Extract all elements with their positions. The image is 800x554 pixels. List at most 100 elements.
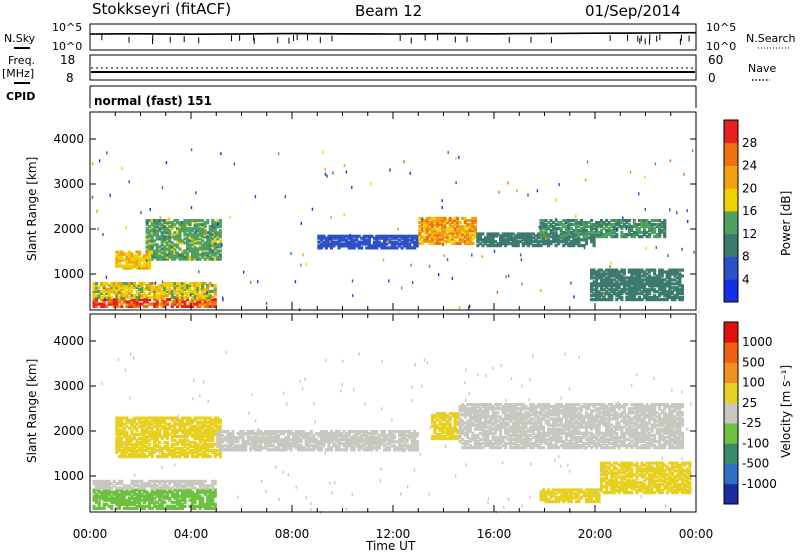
heatmap-cell [377, 434, 381, 438]
heatmap-cell [635, 225, 639, 229]
heatmap-cell [196, 436, 200, 440]
heatmap-cell [577, 225, 581, 229]
heatmap-cell [425, 235, 429, 239]
heatmap-cell [393, 234, 397, 238]
heatmap-cell [511, 409, 515, 413]
heatmap-cell [208, 484, 212, 488]
heatmap-cell [135, 264, 139, 268]
heatmap-cell [127, 285, 131, 290]
heatmap-cell [218, 235, 222, 239]
heatmap-cell [637, 268, 641, 272]
heatmap-cell [132, 488, 136, 492]
heatmap-speckle [438, 273, 440, 277]
heatmap-cell [630, 272, 634, 276]
heatmap-cell [312, 434, 316, 438]
heatmap-cell [173, 504, 177, 508]
heatmap-cell [653, 290, 657, 294]
heatmap-cell [372, 430, 376, 434]
heatmap-cell [251, 432, 255, 436]
heatmap-cell [511, 425, 515, 429]
heatmap-cell [461, 413, 465, 417]
heatmap-cell [178, 424, 182, 428]
heatmap-cell [529, 236, 533, 240]
heatmap-cell [165, 486, 169, 490]
heatmap-cell [140, 424, 144, 428]
heatmap-cell [150, 484, 154, 488]
heatmap-cell [130, 420, 134, 424]
heatmap-cell [112, 492, 116, 496]
heatmap-cell [377, 438, 381, 442]
heatmap-cell [158, 502, 162, 506]
heatmap-cell [539, 219, 543, 223]
heatmap-cell [206, 446, 210, 451]
heatmap-cell [574, 227, 578, 231]
heatmap-cell [193, 219, 197, 223]
heatmap-cell [615, 270, 619, 274]
heatmap-cell [597, 294, 601, 298]
heatmap-cell [403, 444, 407, 448]
heatmap-cell [577, 240, 581, 244]
heatmap-cell [138, 420, 142, 424]
heatmap-cell [483, 238, 487, 242]
heatmap-cell [637, 274, 641, 278]
heatmap-cell [269, 432, 273, 436]
heatmap-cell [112, 291, 116, 295]
heatmap-cell [203, 253, 207, 257]
heatmap-cell [334, 236, 338, 240]
heatmap-cell [435, 239, 439, 243]
heatmap-cell [173, 289, 177, 293]
heatmap-cell [559, 229, 563, 233]
heatmap-cell [180, 494, 184, 498]
heatmap-cell [395, 446, 399, 450]
heatmap-cell [155, 444, 159, 449]
heatmap-cell [196, 422, 200, 426]
heatmap-cell [388, 432, 392, 436]
heatmap-cell [602, 284, 606, 288]
heatmap-cell [461, 229, 465, 233]
heatmap-cell [170, 293, 174, 297]
heatmap-cell [143, 416, 147, 420]
heatmap-cell [122, 428, 126, 432]
heatmap-cell [218, 253, 222, 257]
heatmap-speckle [98, 159, 101, 163]
heatmap-cell [143, 420, 147, 424]
heatmap-cell [208, 255, 212, 259]
heatmap-cell [430, 414, 434, 418]
heatmap-cell [130, 264, 134, 268]
heatmap-cell [365, 430, 369, 434]
heatmap-cell [140, 428, 144, 432]
heatmap-cell [130, 252, 134, 256]
heatmap-cell [206, 434, 210, 438]
heatmap-cell [206, 239, 210, 243]
heatmap-cell [612, 292, 616, 296]
heatmap-cell [155, 455, 159, 459]
heatmap-cell [170, 504, 174, 508]
heatmap-cell [191, 239, 195, 243]
heatmap-cell [403, 240, 407, 244]
heatmap-cell [259, 436, 263, 440]
heatmap-cell [213, 482, 217, 486]
heatmap-cell [607, 233, 611, 237]
heatmap-cell [602, 235, 606, 239]
heatmap-cell [120, 453, 124, 457]
heatmap-cell [102, 295, 106, 299]
heatmap-cell [188, 287, 192, 292]
heatmap-cell [196, 283, 200, 288]
heatmap-cell [430, 241, 434, 245]
heatmap-cell [188, 282, 192, 286]
heatmap-cell [165, 446, 169, 451]
heatmap-cell [132, 496, 136, 500]
heatmap-cell [370, 234, 374, 238]
heatmap-cell [590, 298, 594, 302]
heatmap-cell [413, 240, 417, 244]
heatmap-cell [438, 414, 442, 418]
heatmap-cell [175, 482, 179, 486]
heatmap-cell [158, 424, 162, 428]
heatmap-cell [208, 237, 212, 241]
heatmap-cell [458, 417, 462, 421]
heatmap-cell [135, 484, 139, 488]
heatmap-cell [193, 231, 197, 235]
heatmap-cell [115, 436, 119, 440]
heatmap-cell [456, 420, 460, 424]
heatmap-cell [201, 490, 205, 494]
